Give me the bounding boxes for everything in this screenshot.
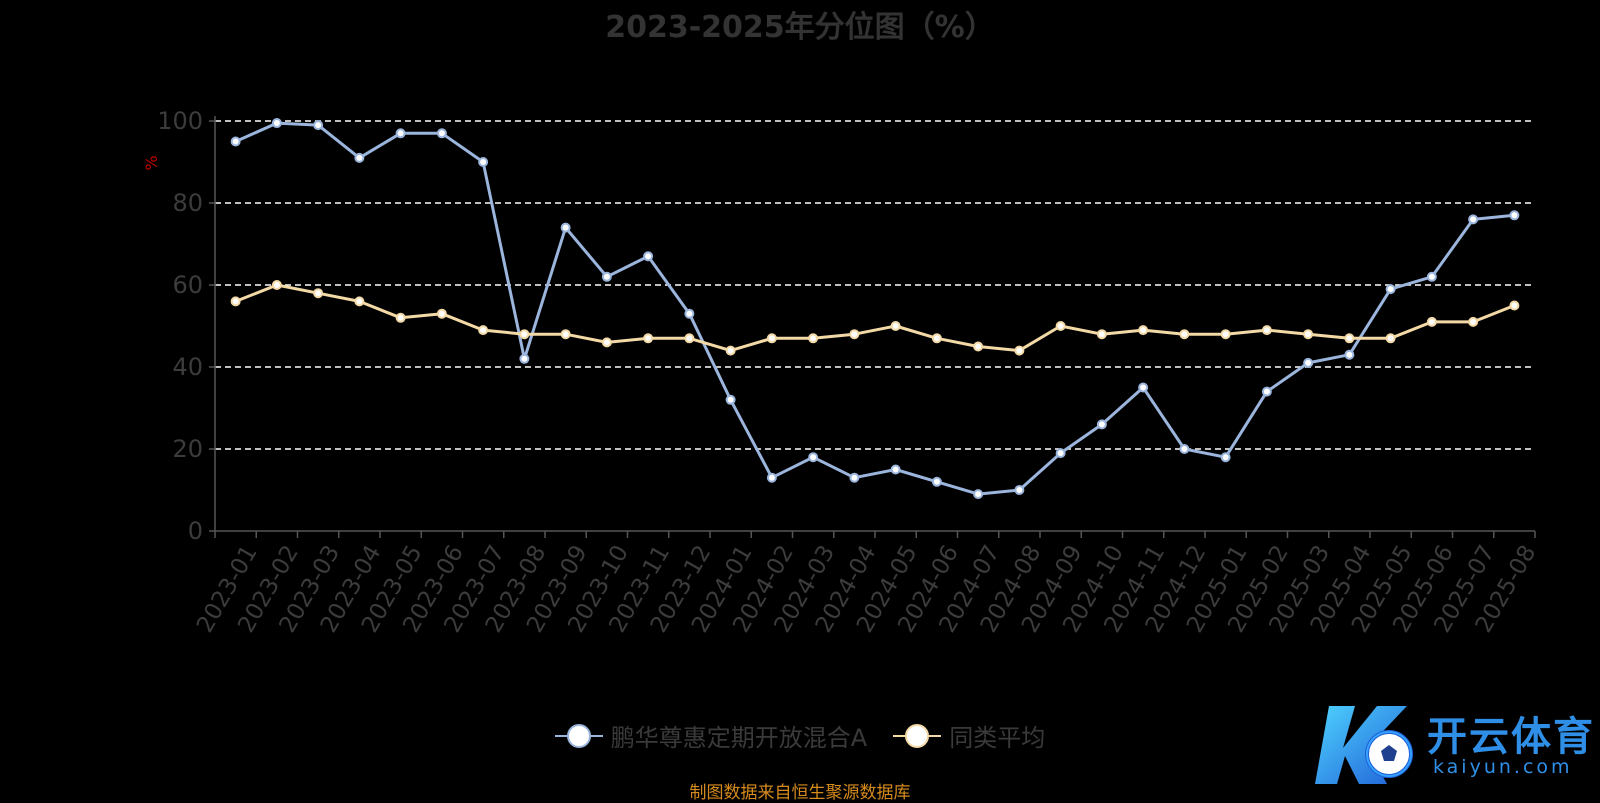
data-point	[601, 337, 612, 348]
legend-label-fund: 鹏华尊惠定期开放混合A	[610, 724, 868, 752]
data-point	[684, 308, 695, 319]
data-point	[436, 128, 447, 139]
data-point	[1426, 316, 1437, 327]
data-point	[560, 222, 571, 233]
legend-label-category-average: 同类平均	[949, 724, 1046, 752]
kaiyun-logo-icon	[1315, 706, 1413, 784]
data-point	[519, 329, 530, 340]
watermark-logo: 开云体育 kaiyun.com	[1315, 698, 1600, 794]
data-point	[1138, 325, 1149, 336]
data-point	[395, 128, 406, 139]
source-note: 制图数据来自恒生聚源数据库	[689, 783, 911, 803]
watermark-text: 开云体育	[1427, 714, 1595, 760]
data-point	[849, 472, 860, 483]
data-point	[1385, 333, 1396, 344]
axes	[209, 116, 1536, 538]
data-point	[601, 271, 612, 282]
data-point	[478, 325, 489, 336]
y-tick-labels: 0 20 40 60 80 100	[157, 107, 203, 545]
data-point	[808, 452, 819, 463]
series-line-0	[234, 121, 1515, 496]
data-point	[766, 333, 777, 344]
data-point	[230, 136, 241, 147]
data-point	[1303, 357, 1314, 368]
data-point	[519, 353, 530, 364]
data-point	[725, 394, 736, 405]
data-point	[1138, 382, 1149, 393]
data-point	[1179, 444, 1190, 454]
data-point	[1303, 329, 1314, 340]
data-point	[684, 333, 695, 344]
legend-swatch-fund	[554, 723, 603, 748]
data-point	[395, 312, 406, 323]
data-point	[354, 152, 365, 163]
data-point	[725, 345, 736, 356]
data-point	[1261, 386, 1272, 397]
data-point	[1344, 333, 1355, 344]
watermark-subtext: kaiyun.com	[1433, 756, 1573, 778]
legend: 鹏华尊惠定期开放混合A 同类平均	[0, 718, 1600, 753]
data-point	[1055, 321, 1066, 331]
legend-swatch-category-average	[893, 723, 942, 748]
data-point	[766, 472, 777, 483]
y-tick-label: 0	[188, 517, 203, 545]
data-point	[354, 296, 365, 307]
y-tick-label: 80	[172, 189, 203, 217]
data-point	[808, 333, 819, 344]
data-point	[890, 321, 901, 331]
data-point	[1468, 316, 1479, 327]
grid-lines	[215, 120, 1535, 450]
legend-item-fund[interactable]: 鹏华尊惠定期开放混合A	[554, 718, 868, 753]
data-point	[890, 464, 901, 475]
y-tick-label: 100	[157, 107, 203, 135]
data-point	[931, 333, 942, 344]
data-point	[271, 280, 282, 290]
data-point	[1220, 329, 1231, 340]
data-point	[1096, 419, 1107, 430]
data-point	[1509, 210, 1520, 221]
data-point	[1509, 300, 1520, 311]
data-point	[973, 341, 984, 352]
data-point	[313, 288, 324, 299]
data-point	[1014, 485, 1025, 495]
data-point	[1261, 325, 1272, 336]
x-tick-labels: 2023-012023-022023-032023-042023-052023-…	[192, 541, 1541, 637]
data-point	[436, 308, 447, 319]
data-point	[643, 251, 654, 262]
data-point	[1426, 271, 1437, 282]
data-point	[1096, 329, 1107, 340]
y-tick-label: 20	[172, 435, 203, 463]
data-point	[313, 120, 324, 131]
series-lines	[230, 118, 1520, 500]
data-point	[1468, 214, 1479, 225]
data-point	[1014, 345, 1025, 356]
y-axis-label: %	[142, 155, 161, 170]
y-tick-label: 60	[172, 271, 203, 299]
data-point	[1220, 452, 1231, 463]
chart-title: 2023-2025年分位图（%）	[605, 10, 995, 45]
data-point	[1344, 349, 1355, 360]
data-point	[973, 489, 984, 500]
data-point	[931, 476, 942, 487]
data-point	[1055, 448, 1066, 459]
series-line-1	[235, 283, 1515, 353]
data-point	[643, 333, 654, 344]
data-point	[560, 329, 571, 340]
data-point	[271, 118, 282, 129]
data-point	[1385, 284, 1396, 295]
data-point	[849, 329, 860, 340]
legend-item-category-average[interactable]: 同类平均	[893, 718, 1045, 753]
data-point	[478, 157, 489, 167]
data-point	[1179, 329, 1190, 340]
y-tick-label: 40	[172, 353, 203, 381]
data-point	[230, 296, 241, 307]
